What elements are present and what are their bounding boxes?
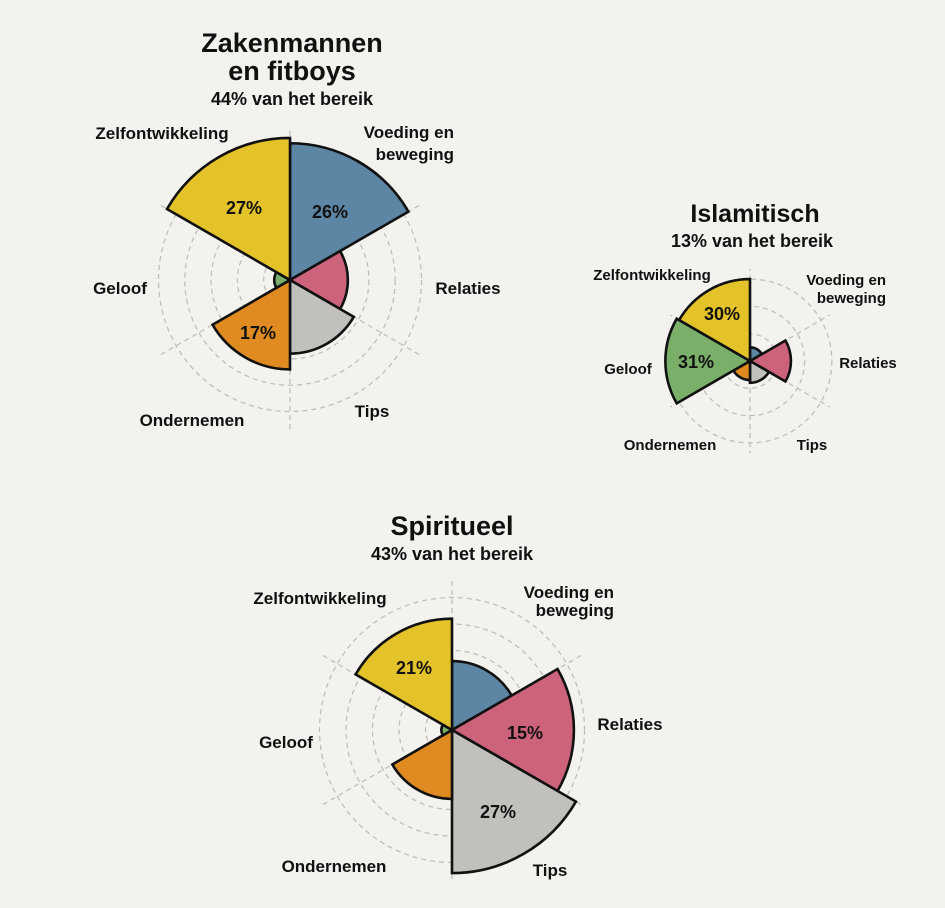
- category-label: Voeding en: [364, 123, 454, 142]
- chart-title: Islamitisch: [690, 200, 819, 228]
- polar-chart-2: Islamitisch 13% van het bereik 31% 30% Voedi…: [593, 200, 897, 454]
- sector-relaties: [287, 249, 350, 311]
- sector-geloof: [664, 316, 753, 406]
- category-label: Voeding en: [806, 272, 886, 289]
- category-label: Tips: [533, 861, 568, 880]
- grid-ring: [157, 147, 423, 413]
- chart-subtitle: 43% van het bereik: [371, 544, 534, 564]
- chart-subtitle: 44% van het bereik: [211, 89, 374, 109]
- sector-zelfontwikkeling: [353, 617, 454, 733]
- data-label: 21%: [396, 658, 432, 678]
- sector-voeding-en-beweging: [288, 141, 411, 283]
- category-label: Relaties: [839, 355, 897, 372]
- chart-subtitle: 13% van het bereik: [671, 231, 834, 251]
- data-label: 26%: [312, 202, 348, 222]
- category-label: Tips: [355, 402, 390, 421]
- sector-relaties: [449, 667, 576, 793]
- category-label: Voeding en: [524, 583, 614, 602]
- grid-spoke: [749, 314, 830, 362]
- category-label: Ondernemen: [282, 857, 387, 876]
- grid-spoke: [289, 279, 421, 356]
- category-label: Zelfontwikkeling: [253, 589, 386, 608]
- sector-tips: [288, 277, 356, 355]
- chart-title: en fitboys: [228, 56, 356, 86]
- category-label: Zelfontwikkeling: [593, 267, 711, 284]
- chart-title: Zakenmannen: [201, 28, 383, 58]
- category-label: beweging: [817, 290, 886, 307]
- sector-ondernemen: [210, 277, 292, 371]
- category-label: Geloof: [259, 733, 313, 752]
- sector-relaties: [747, 338, 793, 384]
- sector-zelfontwikkeling: [165, 136, 292, 283]
- category-label: Geloof: [604, 361, 653, 378]
- sector-tips: [450, 727, 578, 875]
- chart-title: Spiritueel: [390, 511, 513, 541]
- category-label: Ondernemen: [624, 437, 717, 454]
- data-label: 15%: [507, 723, 543, 743]
- category-label: Geloof: [93, 279, 147, 298]
- data-label: 30%: [704, 304, 740, 324]
- data-label: 31%: [678, 352, 714, 372]
- category-label: beweging: [536, 601, 614, 620]
- polar-chart-3: Spiritueel 43% van het bereik 15% 27% 21% Voe…: [253, 511, 663, 880]
- data-label: 17%: [240, 323, 276, 343]
- category-label: Ondernemen: [140, 411, 245, 430]
- category-label: Zelfontwikkeling: [95, 124, 228, 143]
- grid-spoke: [749, 360, 830, 408]
- category-label: Tips: [797, 437, 828, 454]
- category-label: beweging: [376, 145, 454, 164]
- grid-spoke: [321, 729, 453, 806]
- sector-tips: [748, 358, 771, 385]
- sector-zelfontwikkeling: [677, 277, 752, 364]
- data-label: 27%: [226, 198, 262, 218]
- category-label: Relaties: [435, 279, 500, 298]
- category-label: Relaties: [597, 715, 662, 734]
- sector-voeding-en-beweging: [450, 659, 514, 733]
- data-label: 27%: [480, 802, 516, 822]
- sector-ondernemen: [390, 727, 454, 801]
